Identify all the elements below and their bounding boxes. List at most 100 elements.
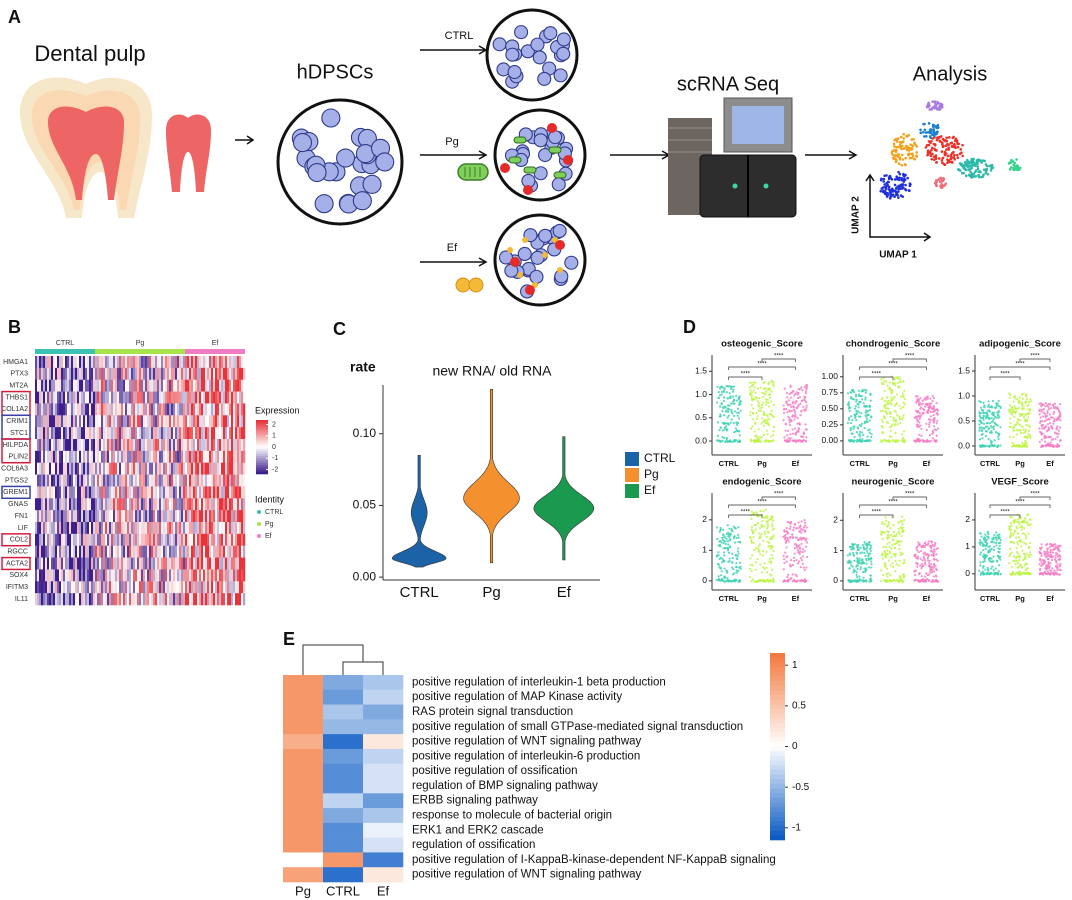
heatmap-cell: [225, 403, 228, 416]
y-tick-label: 1: [702, 545, 707, 555]
heatmap-cell: [97, 415, 100, 428]
heatmap-cell: [93, 533, 96, 547]
point: [722, 399, 726, 402]
umap-point: [953, 139, 957, 143]
heatmap-cell: [117, 581, 120, 594]
heatmap-cell: [173, 439, 176, 452]
point: [722, 541, 725, 545]
gene-label: COL6A3: [1, 465, 28, 472]
point: [769, 393, 772, 396]
heatmap-cell: [235, 462, 238, 475]
heatmap-cell: [163, 356, 166, 369]
point: [769, 560, 773, 563]
y-tick-label: 1.0: [695, 389, 707, 399]
heatmap-cell: [165, 427, 168, 440]
heatmap-cell: [155, 581, 158, 594]
heatmap-cell: [81, 427, 84, 440]
umap-point: [902, 147, 906, 150]
point: [795, 544, 798, 547]
heatmap-cell: [129, 486, 132, 499]
point: [759, 509, 762, 513]
umap-point: [940, 150, 944, 153]
heatmap-cell: [81, 462, 84, 475]
heatmap-cell: [103, 581, 106, 594]
colorbar-step: [256, 469, 268, 473]
point: [795, 406, 798, 409]
heatmap-cell: [145, 510, 148, 523]
heatmap-cell: [93, 593, 96, 606]
heatmap-cell: [95, 545, 98, 558]
point: [1044, 402, 1047, 405]
point: [803, 519, 806, 522]
heatmap-cell: [63, 415, 66, 428]
heatmap-cell: [41, 403, 44, 416]
heatmap-cell: [195, 415, 198, 428]
heatmap-cell: [233, 522, 236, 535]
heatmap-cell: [189, 415, 192, 428]
heatmap-cell: [239, 415, 242, 428]
infected-cell: [547, 123, 557, 133]
heatmap-cell: [135, 581, 138, 594]
heatmap-cell: [133, 522, 136, 535]
heatmap-cell: [103, 557, 106, 570]
heatmap-cell: [131, 356, 134, 369]
heatmap-cell: [97, 533, 100, 547]
heatmap-cell: [207, 522, 210, 535]
heatmap-cell: [55, 427, 58, 440]
heatmap-cell: [91, 581, 94, 594]
heatmap-cell: [115, 391, 118, 404]
point: [803, 385, 806, 388]
umap-point: [899, 135, 903, 139]
heatmap-cell: [219, 415, 222, 428]
heatmap-cell: [121, 415, 124, 428]
heatmap-cell: [75, 379, 78, 392]
heatmap-cell: [229, 522, 232, 535]
heatmap-cell: [109, 450, 112, 464]
umap-point: [929, 153, 933, 157]
heatmap-cell: [163, 379, 166, 392]
y-tick-label: 0: [702, 575, 707, 585]
heatmap-cell: [215, 593, 218, 606]
heatmap-cell: [45, 439, 48, 452]
heatmap-cell: [99, 403, 102, 416]
heatmap-cell: [79, 403, 82, 416]
point: [982, 414, 985, 417]
heatmap-cell: [223, 522, 226, 535]
heatmap-cell: [119, 403, 122, 416]
point: [917, 400, 920, 403]
legend-label: CTRL: [644, 451, 676, 465]
heatmap-cell: [219, 545, 222, 558]
point: [738, 434, 741, 437]
heatmap-cell: [93, 498, 96, 511]
heatmap-cell: [111, 593, 114, 606]
point: [732, 398, 735, 401]
heatmap-cell: [157, 462, 160, 475]
point: [935, 402, 938, 405]
heatmap-cell: [223, 427, 226, 440]
heatmap-cell: [175, 486, 178, 499]
heatmap-cell: [149, 427, 152, 440]
umap-point: [897, 162, 901, 166]
heatmap-cell: [47, 427, 50, 440]
point: [1027, 408, 1030, 411]
umap-point: [890, 178, 894, 181]
heatmap-cell: [77, 439, 80, 452]
heatmap-cell: [93, 522, 96, 535]
heatmap-cell: [205, 486, 208, 499]
heatmap-cell: [71, 462, 74, 475]
heatmap-cell: [121, 510, 124, 523]
point: [737, 411, 740, 415]
umap-point: [937, 178, 940, 182]
significance-bracket: [989, 366, 1051, 370]
heatmap-cell: [69, 522, 72, 535]
heatmap-cell: [215, 569, 218, 582]
heatmap-cell: [205, 415, 208, 428]
colorbar-tick-label: 2: [272, 421, 276, 428]
point: [1046, 409, 1049, 413]
heatmap-cell: [87, 498, 90, 511]
heatmap-cell: [217, 474, 220, 487]
point: [887, 439, 891, 442]
heatmap-cell: [227, 557, 230, 570]
point: [1024, 430, 1027, 433]
heatmap-cell: [137, 510, 140, 523]
